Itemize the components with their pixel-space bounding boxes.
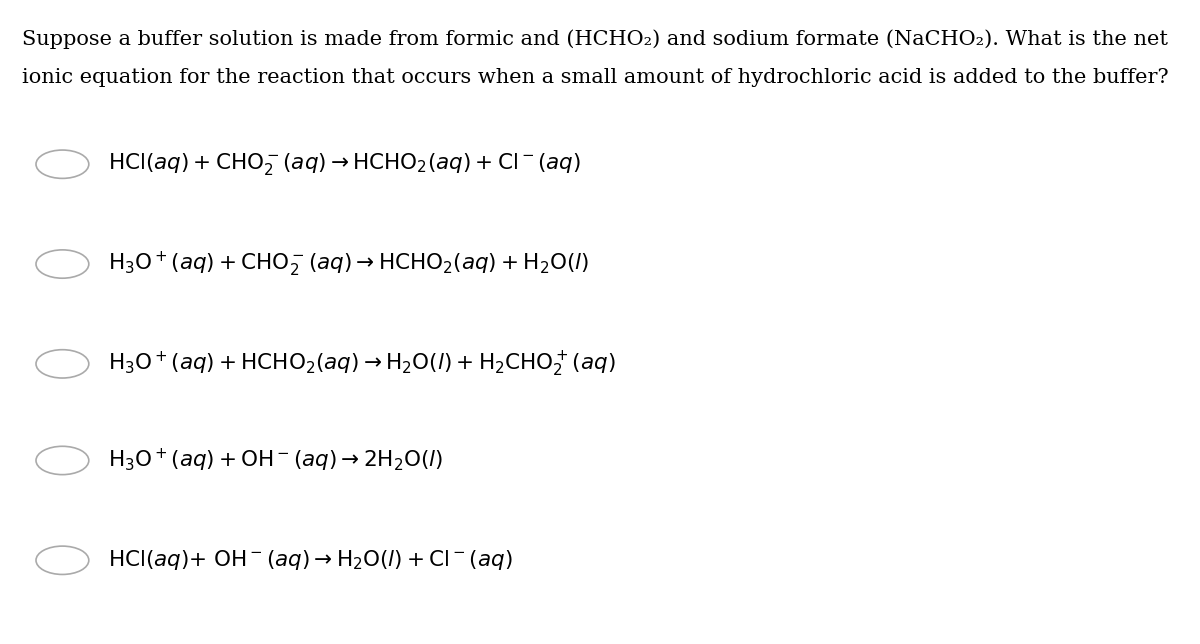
Text: $\mathrm{H_3O^+}(aq) + \mathrm{OH^-}(aq) \rightarrow \mathrm{2H_2O}(\mathit{l})$: $\mathrm{H_3O^+}(aq) + \mathrm{OH^-}(aq)… — [108, 447, 443, 474]
Text: $\mathrm{H_3O^+}(aq) + \mathrm{HCHO_2}(aq) \rightarrow \mathrm{H_2O}(\mathit{l}): $\mathrm{H_3O^+}(aq) + \mathrm{HCHO_2}(a… — [108, 349, 616, 379]
Text: $\mathrm{H_3O^+}(aq) + \mathrm{CHO_2^-}(aq) \rightarrow \mathrm{HCHO_2}(aq) + \m: $\mathrm{H_3O^+}(aq) + \mathrm{CHO_2^-}(… — [108, 249, 589, 279]
Text: Suppose a buffer solution is made from formic and (HCHO₂) and sodium formate (Na: Suppose a buffer solution is made from f… — [22, 29, 1168, 49]
Text: ionic equation for the reaction that occurs when a small amount of hydrochloric : ionic equation for the reaction that occ… — [22, 68, 1169, 87]
Text: $\mathrm{HCl}(aq){+}\ \mathrm{OH^-}(aq) \rightarrow \mathrm{H_2O}(\mathit{l}) + : $\mathrm{HCl}(aq){+}\ \mathrm{OH^-}(aq) … — [108, 548, 512, 573]
Text: $\mathrm{HCl}(aq) + \mathrm{CHO_2^-}(aq) \rightarrow \mathrm{HCHO_2}(aq) + \math: $\mathrm{HCl}(aq) + \mathrm{CHO_2^-}(aq)… — [108, 151, 581, 177]
